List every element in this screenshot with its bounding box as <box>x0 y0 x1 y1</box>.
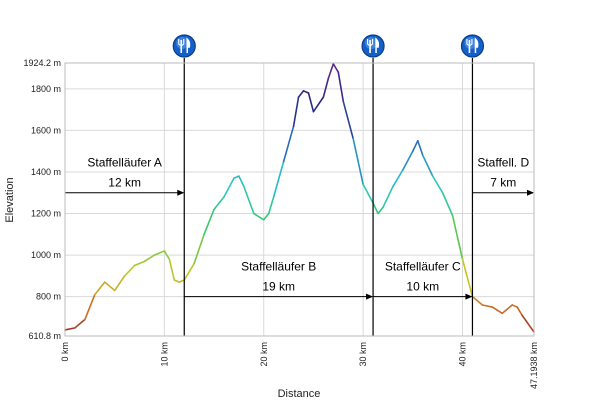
y-tick-label: 1924.2 m <box>23 58 61 68</box>
x-axis-title: Distance <box>278 388 321 400</box>
elevation-segment <box>312 96 325 113</box>
y-tick-label: 1600 m <box>31 125 61 135</box>
elevation-segment <box>471 295 484 306</box>
elevation-segment <box>521 314 535 333</box>
elevation-segment <box>297 90 305 98</box>
elevation-segment <box>267 196 275 215</box>
elevation-segment <box>372 202 379 215</box>
elevation-segment <box>362 183 374 204</box>
elevation-segment <box>416 139 424 157</box>
fork-knife-icon <box>460 34 485 58</box>
y-tick-label: 1000 m <box>31 250 61 260</box>
elevation-segment <box>103 281 116 292</box>
elevation-segment <box>382 185 394 209</box>
y-tick-label: 610.8 m <box>28 331 61 341</box>
y-tick-label: 800 m <box>36 292 61 302</box>
elevation-segment <box>223 177 235 198</box>
x-tick-label: 20 km <box>259 342 269 367</box>
elevation-segment <box>272 160 285 198</box>
y-tick-label: 1200 m <box>31 209 61 219</box>
elevation-segment <box>238 175 245 188</box>
fork-knife-icon <box>172 34 196 58</box>
elevation-segment <box>332 63 340 73</box>
elevation-segment <box>501 304 513 315</box>
split-lines <box>183 58 474 336</box>
relay-arrow-head <box>366 293 374 300</box>
elevation-segment <box>94 281 106 296</box>
elevation-segment <box>243 185 255 215</box>
elevation-segment <box>178 279 186 283</box>
y-tick-label: 1800 m <box>31 84 61 94</box>
x-tick-label: 47.1938 km <box>529 342 539 389</box>
fork-knife-icon <box>361 34 385 58</box>
plot-border <box>64 62 535 337</box>
elevation-segment <box>133 260 146 267</box>
x-tick-label: 30 km <box>358 342 368 367</box>
elevation-segment <box>322 77 330 98</box>
elevation-segment <box>233 175 240 179</box>
relay-label: Staffelläufer B <box>241 260 316 274</box>
elevation-segment <box>421 154 434 177</box>
elevation-segment <box>84 293 96 321</box>
elevation-segment <box>163 250 171 261</box>
elevation-segment <box>342 100 354 140</box>
elevation-segment <box>327 63 335 80</box>
elevation-segment <box>282 125 295 163</box>
y-axis-title: Elevation <box>4 177 16 222</box>
elevation-segment <box>412 139 419 152</box>
relay-arrow-head <box>465 293 473 300</box>
elevation-segment <box>193 233 205 265</box>
elevation-segment <box>451 214 464 261</box>
elevation-segment <box>337 71 345 103</box>
rest-stop-icons <box>172 34 485 58</box>
elevation-segment <box>516 306 523 317</box>
elevation-segment <box>143 254 156 263</box>
elevation-segment <box>491 306 504 315</box>
relay-arrow-head <box>527 189 534 196</box>
elevation-segment <box>392 169 404 188</box>
relay-arrows: Staffelläufer A 12 km Staffelläufer B 19 km… <box>65 156 534 300</box>
plot-background <box>65 63 534 336</box>
elevation-segment <box>253 212 265 221</box>
elevation-segment <box>153 250 166 256</box>
relay-arrow-head <box>177 189 185 196</box>
elevation-segment <box>113 275 126 292</box>
relay-distance: 12 km <box>108 176 141 190</box>
axis-ticks: 610.8 m 800 m 1000 m 1200 m 1400 m 1600 m 1800… <box>23 58 539 389</box>
elevation-segment <box>183 262 195 281</box>
relay-distance: 10 km <box>406 280 439 294</box>
elevation-segment <box>352 137 364 186</box>
elevation-segment <box>302 90 310 94</box>
elevation-segment <box>123 264 136 277</box>
elevation-segment <box>461 258 474 298</box>
elevation-segment <box>377 206 384 215</box>
elevation-segment <box>213 196 225 211</box>
relay-label: Staffelläufer C <box>385 260 461 274</box>
elevation-segment <box>511 304 518 308</box>
relay-distance: 19 km <box>262 280 295 294</box>
elevation-segment <box>74 318 86 329</box>
x-tick-label: 0 km <box>60 342 70 362</box>
elevation-segment <box>168 258 176 281</box>
elevation-segment <box>481 304 494 308</box>
elevation-segment <box>64 327 76 331</box>
relay-label: Staffelläufer A <box>87 156 162 170</box>
elevation-segment <box>203 208 215 236</box>
relay-distance: 7 km <box>490 176 516 190</box>
elevation-line <box>64 63 535 333</box>
x-tick-label: 40 km <box>458 342 468 367</box>
elevation-segment <box>402 150 414 171</box>
x-tick-label: 10 km <box>159 342 169 367</box>
elevation-segment <box>292 96 300 128</box>
elevation-segment <box>173 279 181 283</box>
elevation-segment <box>262 212 270 221</box>
elevation-segment <box>307 92 315 113</box>
y-tick-label: 1400 m <box>31 167 61 177</box>
elevation-segment <box>431 175 444 194</box>
relay-label: Staffell. D <box>477 156 529 170</box>
elevation-segment <box>441 191 454 217</box>
